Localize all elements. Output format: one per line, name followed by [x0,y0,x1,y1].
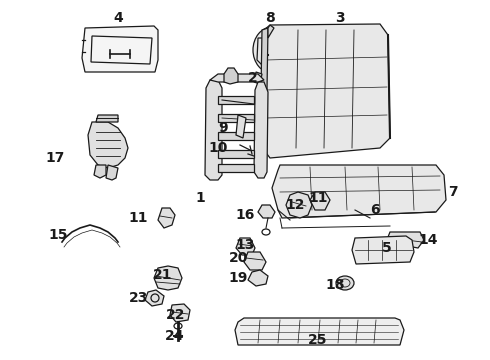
Polygon shape [254,72,262,84]
Text: 17: 17 [46,151,65,165]
Text: 1: 1 [195,191,205,205]
Text: 9: 9 [219,121,228,135]
Polygon shape [248,270,268,286]
Text: 8: 8 [265,11,275,25]
Polygon shape [94,165,106,178]
Polygon shape [258,205,275,218]
Polygon shape [154,266,182,290]
Text: 18: 18 [325,278,345,292]
Polygon shape [218,150,254,158]
Polygon shape [286,192,312,218]
Text: 3: 3 [335,11,345,25]
Text: 11: 11 [308,191,327,205]
Polygon shape [310,192,330,210]
Polygon shape [88,122,128,168]
Polygon shape [218,96,254,104]
Polygon shape [236,115,246,138]
Polygon shape [236,238,255,255]
Text: 5: 5 [382,241,392,255]
Text: 4: 4 [113,11,123,25]
Polygon shape [210,74,264,82]
Polygon shape [170,304,190,322]
Polygon shape [272,165,446,218]
Text: 19: 19 [229,271,248,285]
Text: 7: 7 [448,185,458,199]
Polygon shape [96,115,118,122]
Polygon shape [386,232,424,248]
Polygon shape [268,25,274,38]
Text: 10: 10 [209,141,228,155]
Text: 16: 16 [236,208,255,222]
Text: 21: 21 [152,268,172,282]
Polygon shape [235,318,404,345]
Text: 14: 14 [418,233,438,247]
Polygon shape [218,132,254,140]
Polygon shape [264,24,390,158]
Polygon shape [82,26,158,72]
Text: 13: 13 [236,238,255,252]
Polygon shape [205,80,222,180]
Text: 23: 23 [128,291,148,305]
Text: 22: 22 [166,308,185,322]
Polygon shape [244,252,266,270]
Polygon shape [145,290,164,306]
Text: 2: 2 [248,71,258,85]
Ellipse shape [253,27,291,73]
Polygon shape [218,114,254,122]
Text: 24: 24 [165,329,185,343]
Text: 15: 15 [49,228,68,242]
Text: 6: 6 [370,203,380,217]
Polygon shape [218,164,254,172]
Polygon shape [224,68,238,84]
Ellipse shape [336,276,354,290]
Text: 20: 20 [229,251,248,265]
Text: 12: 12 [285,198,304,212]
Polygon shape [254,82,268,178]
Polygon shape [352,236,414,264]
Text: 11: 11 [128,211,148,225]
Polygon shape [158,208,175,228]
Text: 25: 25 [308,333,328,347]
Polygon shape [106,165,118,180]
Polygon shape [260,28,268,152]
